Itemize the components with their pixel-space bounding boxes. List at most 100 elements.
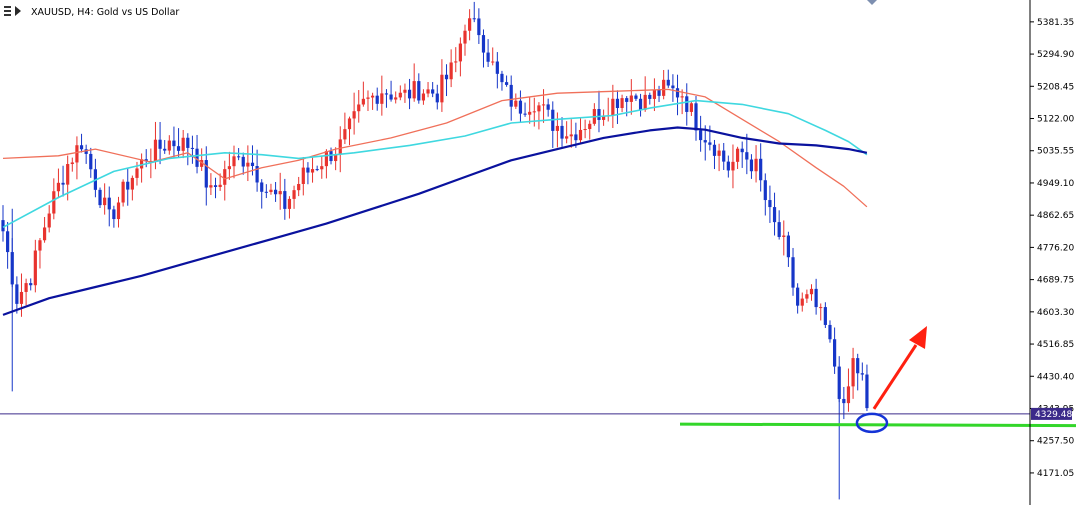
candle-body bbox=[740, 148, 744, 153]
ma-slow-line bbox=[2, 126, 868, 316]
candle-body bbox=[250, 162, 255, 167]
candle-body bbox=[407, 89, 412, 99]
candle-body bbox=[264, 191, 268, 193]
support-line bbox=[679, 422, 1076, 428]
candle-body bbox=[352, 111, 356, 119]
candle-body bbox=[84, 149, 88, 154]
candle-body bbox=[6, 231, 10, 253]
candle-body bbox=[315, 169, 319, 171]
candle-body bbox=[209, 185, 213, 188]
candle-body bbox=[343, 129, 347, 140]
candle-body bbox=[615, 98, 620, 109]
chart-menu-icon[interactable] bbox=[4, 6, 11, 16]
candle-body bbox=[578, 129, 583, 141]
candle-body bbox=[726, 161, 730, 171]
candle-body bbox=[435, 93, 439, 103]
chevron-down-icon[interactable] bbox=[867, 0, 877, 5]
play-triangle-icon[interactable] bbox=[15, 6, 21, 16]
candle-body bbox=[269, 189, 273, 193]
candle-body bbox=[398, 92, 402, 98]
candle-body bbox=[481, 35, 486, 53]
candle-body bbox=[860, 373, 864, 375]
candle-body bbox=[334, 154, 338, 162]
candle-body bbox=[103, 197, 107, 206]
price-tick-label: 4171.05 bbox=[1037, 469, 1074, 479]
candle-body bbox=[528, 111, 532, 115]
candle-body bbox=[759, 158, 763, 181]
candle-body bbox=[786, 235, 790, 258]
red-up-arrow-icon bbox=[909, 326, 927, 349]
candle-body bbox=[509, 84, 513, 107]
candle-body bbox=[33, 250, 37, 286]
chart-title: XAUUSD, H4: Gold vs US Dollar bbox=[31, 7, 179, 18]
candle-body bbox=[555, 125, 559, 131]
candle-body bbox=[167, 140, 171, 151]
candle-body bbox=[153, 139, 158, 161]
candle-body bbox=[703, 140, 707, 143]
candle-body bbox=[1, 220, 5, 232]
candle-body bbox=[357, 104, 361, 112]
candle-body bbox=[306, 167, 310, 173]
candle-body bbox=[782, 235, 786, 237]
candle-body bbox=[52, 191, 56, 214]
candle-body bbox=[472, 18, 476, 20]
candle-body bbox=[371, 95, 375, 98]
candle-body bbox=[126, 181, 130, 190]
candle-body bbox=[200, 160, 204, 167]
candle-body bbox=[454, 61, 458, 63]
candle-body bbox=[814, 288, 818, 308]
candle-body bbox=[320, 166, 324, 170]
candle-body bbox=[47, 213, 51, 228]
candle-body bbox=[652, 89, 657, 99]
candle-body bbox=[338, 139, 342, 155]
candle-body bbox=[777, 222, 781, 237]
candle-body bbox=[560, 125, 564, 139]
candle-body bbox=[722, 150, 726, 162]
ma-fast-line bbox=[2, 88, 868, 208]
candle-body bbox=[412, 81, 416, 99]
candle-body bbox=[648, 94, 652, 99]
candle-body bbox=[38, 240, 42, 251]
candle-body bbox=[495, 61, 499, 74]
candle-body bbox=[417, 81, 421, 101]
candle-body bbox=[227, 166, 231, 170]
candle-body bbox=[237, 156, 241, 158]
candle-body bbox=[449, 62, 453, 80]
price-axis[interactable]: 5381.35 5294.90 5208.45 5122.00 5035.55 4949.… bbox=[1030, 18, 1074, 479]
current-price-label-bg bbox=[1031, 407, 1072, 420]
candle-body bbox=[278, 191, 282, 195]
candle-body bbox=[500, 73, 504, 83]
candle-body bbox=[29, 283, 33, 286]
candle-body bbox=[292, 190, 296, 199]
price-tick-label: 5294.90 bbox=[1037, 50, 1074, 60]
candle-body bbox=[523, 113, 527, 115]
candle-body bbox=[213, 185, 218, 188]
candle-body bbox=[116, 202, 121, 220]
candle-body bbox=[514, 100, 518, 107]
ma-mid-line bbox=[2, 99, 868, 229]
candle-body bbox=[186, 137, 190, 148]
candle-body bbox=[56, 182, 61, 192]
candle-body bbox=[421, 93, 426, 101]
candle-body bbox=[629, 95, 633, 102]
candle-body bbox=[158, 139, 162, 149]
price-tick-label: 4257.50 bbox=[1037, 437, 1074, 447]
candle-body bbox=[611, 98, 615, 116]
candle-body bbox=[638, 98, 643, 110]
candle-body bbox=[112, 209, 116, 220]
candle-body bbox=[260, 182, 264, 192]
candle-body bbox=[634, 95, 638, 99]
candle-body bbox=[444, 74, 449, 80]
candle-body bbox=[625, 98, 629, 102]
candle-body bbox=[287, 198, 292, 209]
candle-body bbox=[731, 161, 735, 171]
candle-body bbox=[819, 307, 823, 309]
candle-body bbox=[745, 152, 749, 160]
candle-body bbox=[735, 148, 740, 162]
price-tick-label: 5381.35 bbox=[1037, 18, 1074, 28]
candle-body bbox=[75, 145, 79, 163]
candle-body bbox=[680, 96, 684, 98]
